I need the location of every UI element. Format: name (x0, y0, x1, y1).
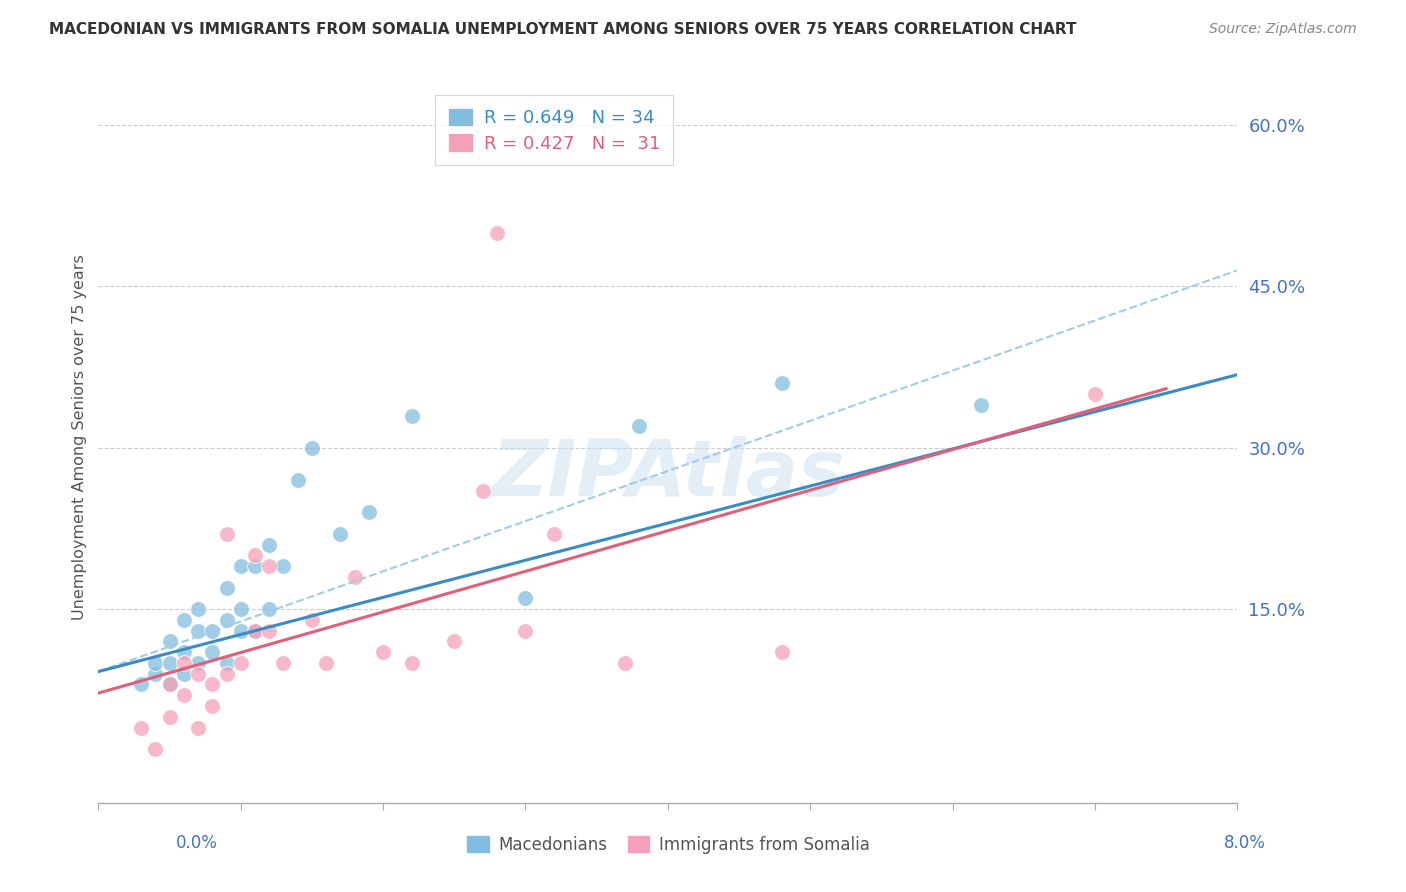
Point (471, 483, 494, 498)
Point (401, 409, 423, 423)
Point (159, 656, 181, 670)
Point (145, 742, 167, 756)
Point (259, 624, 281, 638)
Point (628, 419, 651, 434)
Point (215, 613, 238, 627)
Point (287, 473, 309, 487)
Point (273, 559, 295, 574)
Point (173, 666, 195, 681)
Text: 8.0%: 8.0% (1223, 834, 1265, 852)
Point (301, 613, 323, 627)
Point (159, 677, 181, 691)
Point (614, 656, 637, 670)
Text: MACEDONIAN VS IMMIGRANTS FROM SOMALIA UNEMPLOYMENT AMONG SENIORS OVER 75 YEARS C: MACEDONIAN VS IMMIGRANTS FROM SOMALIA UN… (49, 22, 1077, 37)
Text: ZIPAtlas: ZIPAtlas (491, 435, 845, 512)
Point (215, 666, 238, 681)
Point (173, 613, 195, 627)
Point (201, 677, 224, 691)
Point (229, 559, 252, 574)
Point (1084, 387, 1107, 401)
Point (129, 677, 152, 691)
Point (401, 656, 423, 670)
Point (243, 624, 266, 638)
Point (371, 645, 394, 659)
Point (770, 376, 793, 391)
Point (201, 698, 224, 713)
Text: Source: ZipAtlas.com: Source: ZipAtlas.com (1209, 22, 1357, 37)
Point (173, 645, 195, 659)
Point (201, 645, 224, 659)
Point (159, 710, 181, 724)
Point (201, 624, 224, 638)
Point (443, 634, 465, 648)
Point (259, 559, 281, 574)
Point (515, 624, 537, 638)
Point (243, 549, 266, 563)
Point (770, 645, 793, 659)
Point (229, 624, 252, 638)
Point (187, 656, 209, 670)
Point (173, 688, 195, 702)
Point (970, 398, 993, 412)
Point (145, 666, 167, 681)
Point (215, 581, 238, 595)
Point (173, 656, 195, 670)
Point (187, 602, 209, 616)
Point (301, 441, 323, 455)
Point (329, 527, 352, 541)
Point (229, 602, 252, 616)
Point (187, 721, 209, 735)
Point (145, 656, 167, 670)
Point (357, 505, 380, 519)
Point (159, 677, 181, 691)
Point (159, 634, 181, 648)
Point (215, 527, 238, 541)
Point (129, 721, 152, 735)
Point (343, 570, 366, 584)
Point (229, 656, 252, 670)
Point (486, 226, 509, 240)
Point (259, 538, 281, 552)
Text: 0.0%: 0.0% (176, 834, 218, 852)
Point (273, 656, 295, 670)
Point (243, 559, 266, 574)
Point (515, 591, 537, 606)
Point (215, 656, 238, 670)
Point (187, 666, 209, 681)
Point (315, 656, 337, 670)
Point (259, 602, 281, 616)
Point (187, 624, 209, 638)
Y-axis label: Unemployment Among Seniors over 75 years: Unemployment Among Seniors over 75 years (72, 254, 87, 620)
Legend: Macedonians, Immigrants from Somalia: Macedonians, Immigrants from Somalia (460, 829, 876, 860)
Point (543, 527, 565, 541)
Point (243, 624, 266, 638)
